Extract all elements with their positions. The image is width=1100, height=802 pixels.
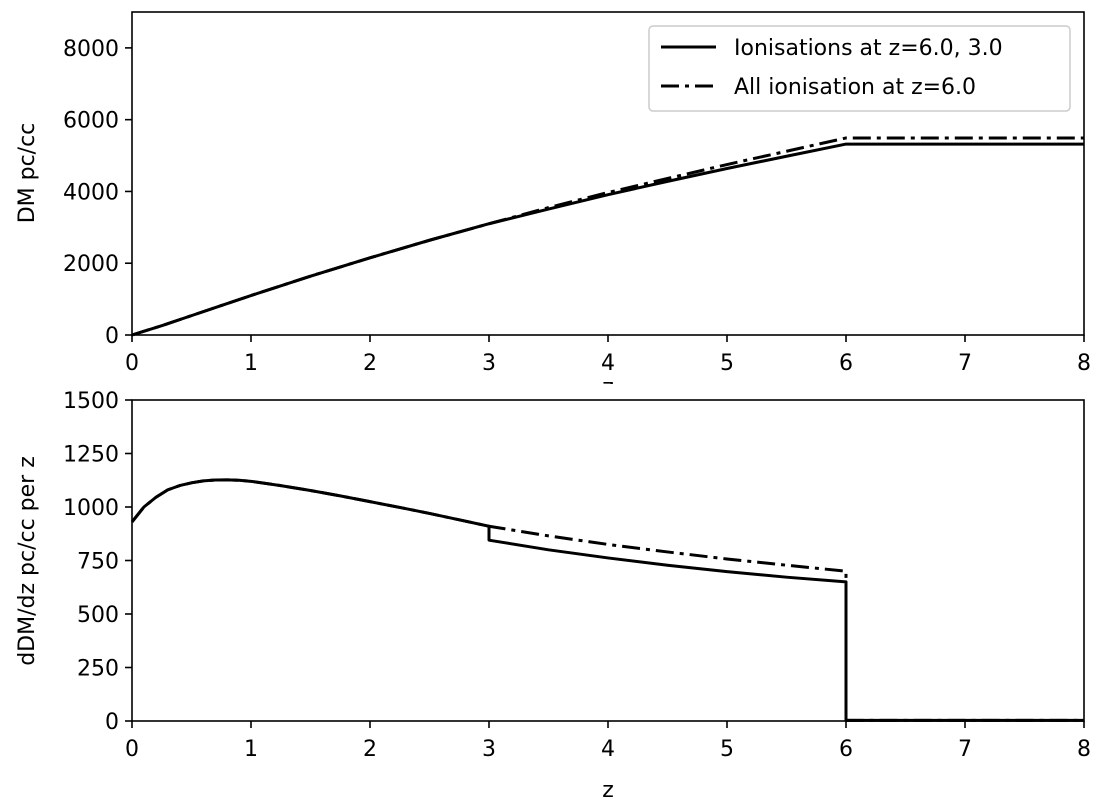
bottom-x-tick-label-2: 2 [363,737,377,762]
bottom-ticks: 0 1 2 3 4 5 6 7 8 0 250 500 750 1000 1250 1500 [63,389,1091,762]
top-x-tick-label-0: 0 [125,351,139,376]
top-x-tick-label-2: 2 [363,351,377,376]
bottom-x-tick-label-8: 8 [1077,737,1091,762]
bottom-axes-frame [131,399,1085,722]
top-x-tick-label-6: 6 [839,351,853,376]
top-x-tick-label-1: 1 [244,351,258,376]
bottom-y-tick-label-1000: 1000 [63,496,119,521]
top-y-tick-label-4000: 4000 [63,180,119,205]
top-x-tick-label-8: 8 [1077,351,1091,376]
top-x-tick-label-5: 5 [720,351,734,376]
bottom-x-tick-label-4: 4 [601,737,615,762]
bottom-series-line-solid [130,478,1084,722]
bottom-series-line-dashdot [130,478,1084,722]
top-x-tick-label-3: 3 [482,351,496,376]
bottom-x-tick-label-1: 1 [244,737,258,762]
bottom-y-tick-label-0: 0 [105,710,119,735]
top-x-tick-label-4: 4 [601,351,615,376]
bottom-y-tick-label-250: 250 [77,657,119,682]
bottom-y-axis-label: dDM/dz pc/cc per z [15,456,40,666]
bottom-y-tick-label-1500: 1500 [63,389,119,414]
top-y-tick-label-8000: 8000 [63,37,119,62]
bottom-x-tick-label-0: 0 [125,737,139,762]
top-series-layer [131,136,1084,337]
legend-box [648,25,1071,112]
top-series-line-dashdot [131,136,1084,337]
top-y-tick-label-6000: 6000 [63,109,119,134]
bottom-x-tick-label-7: 7 [958,737,972,762]
top-y-tick-label-0: 0 [105,324,119,349]
legend-entry-ionisations: Ionisations at z=6.0, 3.0 [734,36,1003,61]
top-y-axis-label: DM pc/cc [15,123,40,224]
legend: Ionisations at z=6.0, 3.0 All ionisation… [648,25,1071,112]
top-ticks: 0 1 2 3 4 5 6 7 8 0 2000 4000 6000 8000 [63,37,1091,376]
top-x-tick-label-7: 7 [958,351,972,376]
bottom-x-tick-label-5: 5 [720,737,734,762]
top-y-tick-label-2000: 2000 [63,252,119,277]
bottom-x-tick-label-6: 6 [839,737,853,762]
bottom-series-layer [130,478,1084,722]
bottom-y-tick-label-1250: 1250 [63,443,119,468]
bottom-x-tick-label-3: 3 [482,737,496,762]
bottom-panel: 0 1 2 3 4 5 6 7 8 0 250 500 750 1000 1250 1500 dDM/dz p… [15,384,1100,802]
bottom-x-axis-label: z [602,778,614,802]
bottom-y-tick-label-750: 750 [77,550,119,575]
bottom-y-tick-label-500: 500 [77,603,119,628]
legend-entry-all-ionisation: All ionisation at z=6.0 [734,75,976,100]
top-series-line-solid [131,142,1084,337]
panel-gap-mask [120,384,1100,400]
